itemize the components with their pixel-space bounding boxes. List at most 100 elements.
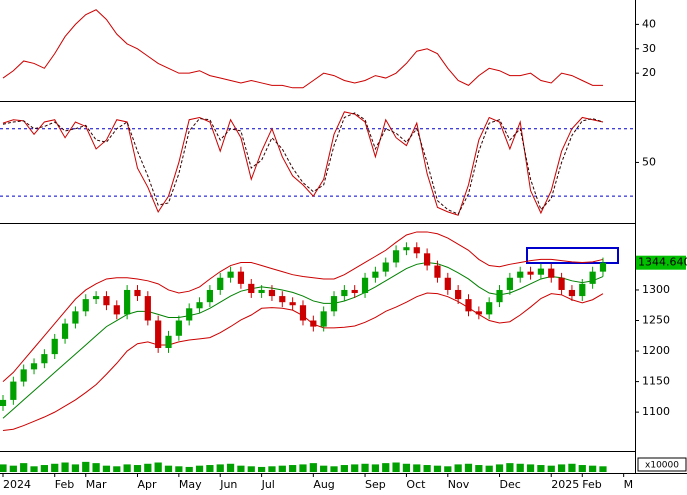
volume-bar bbox=[589, 465, 597, 472]
candle-body bbox=[10, 381, 17, 400]
volume-bar bbox=[144, 463, 152, 472]
candle-body bbox=[351, 289, 358, 294]
volume-bar bbox=[320, 465, 328, 472]
volume-bar bbox=[444, 466, 452, 472]
volume-bar bbox=[547, 465, 555, 472]
volume-bar bbox=[485, 465, 493, 472]
candle-body bbox=[558, 277, 565, 290]
x-tick-label: Feb bbox=[582, 478, 601, 491]
candle-body bbox=[444, 277, 451, 290]
volume-bar bbox=[185, 466, 193, 472]
volume-bar bbox=[123, 464, 131, 472]
volume-bar bbox=[278, 465, 286, 472]
volume-bar bbox=[9, 465, 17, 472]
candle-body bbox=[475, 311, 482, 315]
volume-bar bbox=[164, 465, 173, 472]
x-tick-label: 2025 bbox=[551, 478, 579, 491]
volume-bar bbox=[133, 465, 142, 472]
volume-bar bbox=[299, 464, 307, 472]
candle-body bbox=[227, 271, 234, 278]
candle-body bbox=[310, 320, 317, 327]
volume-bar bbox=[568, 463, 576, 472]
volume-bar bbox=[195, 465, 204, 472]
candle-body bbox=[103, 296, 110, 306]
x-tick-label: Jul bbox=[261, 478, 275, 491]
x-tick-label: May bbox=[179, 478, 202, 491]
volume-bar bbox=[392, 462, 400, 472]
candle-body bbox=[579, 283, 586, 297]
volume-bar bbox=[289, 465, 297, 472]
volume-bar bbox=[309, 463, 317, 472]
y-tick-label: 1300 bbox=[642, 283, 670, 296]
volume-bar bbox=[247, 466, 255, 472]
x-tick-label: Mar bbox=[86, 478, 107, 491]
candle-body bbox=[320, 311, 327, 327]
volume-bar bbox=[475, 465, 483, 472]
candle-body bbox=[30, 363, 38, 370]
candle-body bbox=[124, 289, 131, 315]
volume-unit: x10000 bbox=[645, 461, 679, 471]
candle-body bbox=[41, 354, 48, 364]
volume-bar bbox=[237, 465, 245, 472]
x-tick-label: Aug bbox=[313, 478, 334, 491]
volume-bar bbox=[30, 466, 38, 472]
candle-body bbox=[134, 289, 141, 297]
volume-bar bbox=[361, 463, 369, 472]
bollinger-band bbox=[2, 261, 604, 419]
volume-bar bbox=[599, 466, 607, 472]
candle-body bbox=[517, 271, 524, 278]
volume-bar bbox=[351, 464, 359, 472]
y-tick-label: 20 bbox=[642, 66, 656, 79]
candle-body bbox=[92, 296, 100, 300]
candle-body bbox=[155, 320, 162, 348]
volume-bar bbox=[82, 461, 90, 472]
volume-bar bbox=[537, 465, 545, 472]
candle-body bbox=[403, 247, 410, 251]
last-price-label: 1344.640 bbox=[638, 256, 687, 269]
candle-body bbox=[248, 283, 255, 294]
volume-bar bbox=[495, 464, 504, 472]
candle-body bbox=[113, 305, 120, 315]
candle-body bbox=[382, 262, 389, 272]
x-tick-label: Feb bbox=[55, 478, 74, 491]
candle-body bbox=[496, 289, 503, 303]
candle-body bbox=[372, 271, 379, 278]
volume-bar bbox=[0, 464, 7, 472]
x-tick-label: M bbox=[624, 478, 634, 491]
volume-bar bbox=[557, 464, 566, 472]
candle-body bbox=[144, 296, 151, 321]
y-tick-label: 30 bbox=[642, 42, 656, 55]
highlight-box bbox=[526, 247, 619, 264]
volume-bar bbox=[40, 465, 48, 472]
x-tick-label: Oct bbox=[406, 478, 426, 491]
candle-body bbox=[61, 323, 69, 339]
candle-body bbox=[51, 338, 58, 355]
candle-body bbox=[237, 271, 245, 284]
candle-body bbox=[434, 265, 441, 278]
candle-body bbox=[548, 268, 555, 278]
candle-body bbox=[599, 262, 607, 272]
bollinger-band bbox=[2, 231, 604, 382]
volume-bar bbox=[413, 464, 421, 472]
volume-bar bbox=[516, 463, 524, 472]
x-tick-label: Dec bbox=[500, 478, 521, 491]
candle-body bbox=[82, 299, 89, 312]
y-tick-label: 1200 bbox=[642, 344, 670, 357]
candle-body bbox=[527, 271, 534, 275]
volume-bar bbox=[102, 465, 111, 472]
candle-body bbox=[330, 296, 338, 312]
candle-body bbox=[413, 247, 420, 254]
volume-bar bbox=[61, 462, 69, 472]
volume-bar bbox=[578, 465, 586, 472]
volume-bar bbox=[113, 466, 121, 472]
volume-bar bbox=[268, 466, 276, 472]
indicator-line bbox=[2, 112, 604, 215]
volume-bar bbox=[20, 463, 28, 472]
volume-bar bbox=[423, 465, 431, 472]
candle-body bbox=[589, 271, 596, 284]
volume-bar bbox=[206, 465, 214, 472]
candle-body bbox=[289, 302, 296, 306]
indicator-line bbox=[2, 9, 603, 89]
volume-bar bbox=[51, 463, 59, 472]
